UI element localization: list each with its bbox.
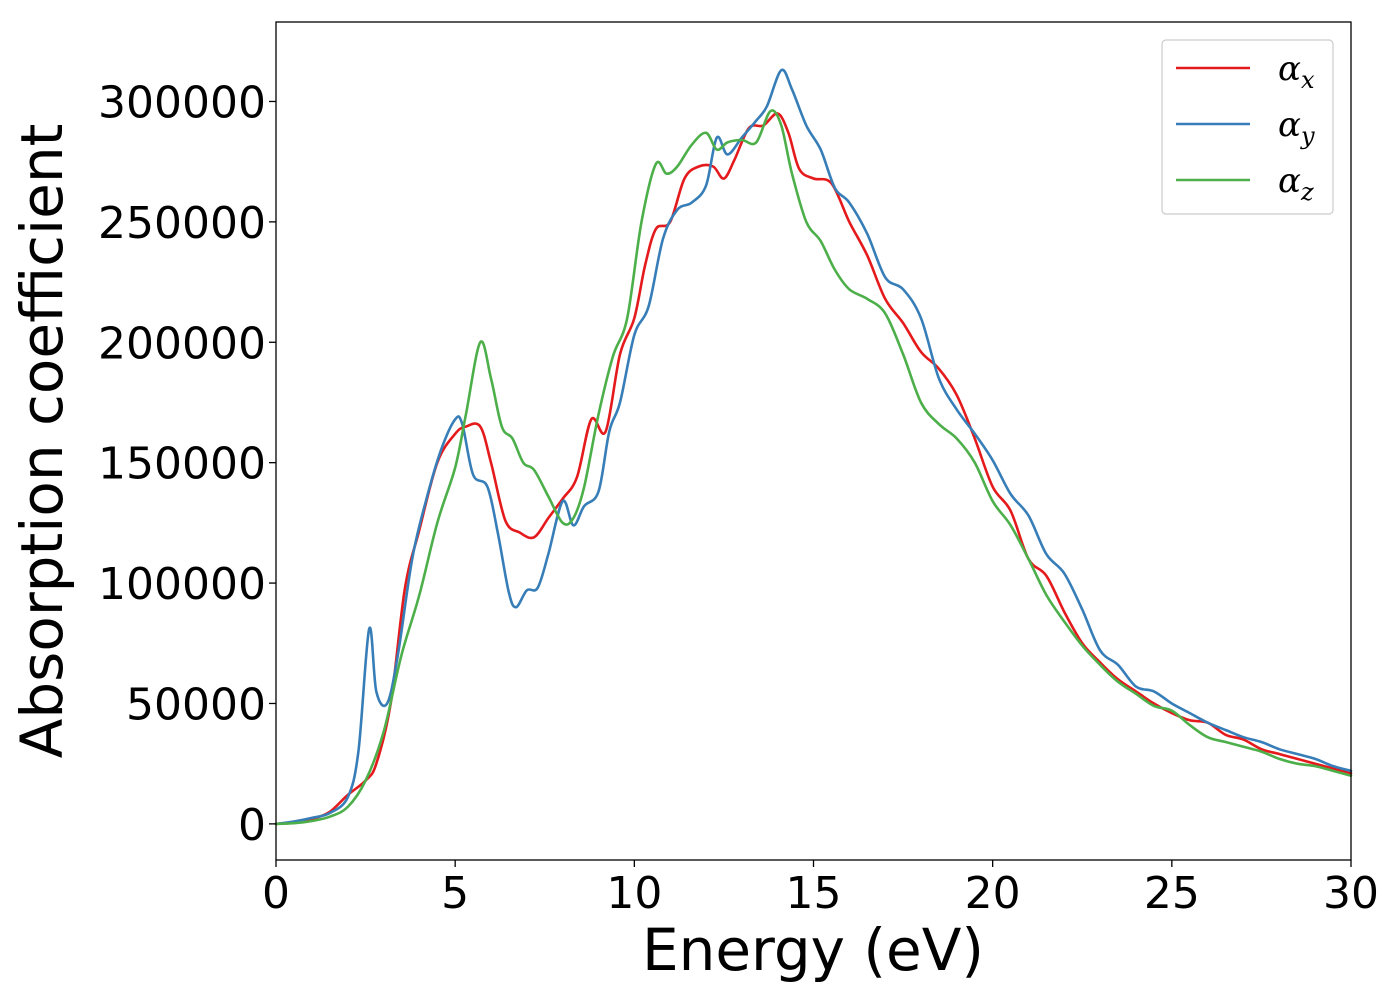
x-tick-label: 0: [262, 868, 290, 919]
y-tick-label: 250000: [98, 198, 266, 249]
legend-label-x: αx: [1278, 49, 1315, 94]
legend-frame: [1161, 39, 1334, 215]
y-tick-label: 0: [238, 800, 266, 851]
y-tick-label: 300000: [98, 77, 266, 128]
x-tick-label: 20: [965, 868, 1021, 919]
series-line-x: [274, 112, 1353, 826]
x-tick-label: 30: [1323, 868, 1379, 919]
ticks-layer: 0 5 10 15 20 25 30 0 50000 100000 150000 200000 2500…: [98, 77, 1379, 919]
series-line-z: [274, 109, 1353, 826]
legend-label-y: αy: [1278, 105, 1315, 150]
x-tick-label: 10: [606, 868, 662, 919]
x-tick-label: 5: [441, 868, 469, 919]
x-axis-title: Energy (eV): [642, 916, 984, 984]
y-tick-label: 100000: [98, 559, 266, 610]
series-layer: [274, 68, 1353, 826]
y-tick-label: 200000: [98, 318, 266, 369]
legend-label-z: αz: [1278, 161, 1314, 206]
y-tick-label: 50000: [126, 679, 266, 730]
x-tick-label: 25: [1144, 868, 1200, 919]
y-tick-label: 150000: [98, 439, 266, 490]
legend: αx αy αz: [1161, 39, 1334, 215]
x-tick-label: 15: [786, 868, 842, 919]
y-axis-title: Absorption coefficient: [8, 124, 76, 759]
series-line-y: [274, 68, 1353, 826]
